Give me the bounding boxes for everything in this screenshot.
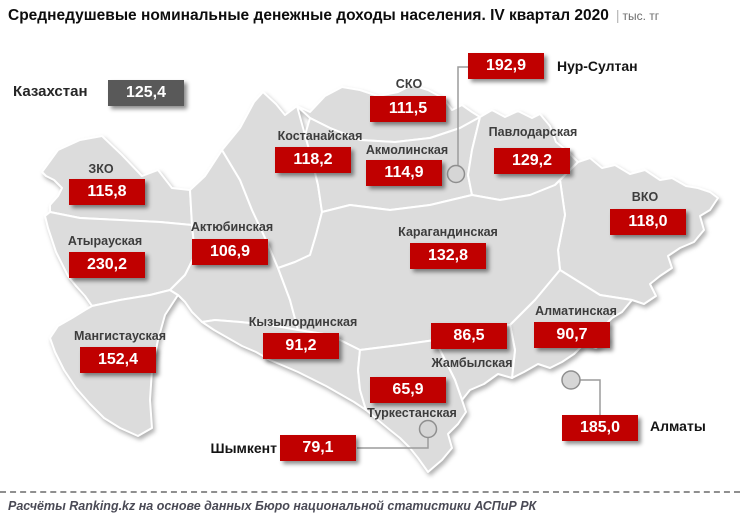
sko-value-badge: 111,5	[370, 96, 446, 122]
region-shape-turkestan	[357, 339, 467, 473]
almaty-connector	[580, 379, 601, 415]
kostanay-value-badge: 118,2	[275, 147, 351, 173]
shymkent-label: Шымкент	[210, 440, 278, 456]
vko-value-badge: 118,0	[610, 209, 686, 235]
title-unit: тыс. тг	[622, 9, 660, 23]
karaganda-label: Карагандинская	[398, 225, 498, 239]
shymkent-value-badge: 79,1	[280, 435, 356, 461]
almaty_obl-label: Алматинская	[535, 304, 617, 318]
nursultan-marker	[446, 164, 466, 184]
page-title-text: Среднедушевые номинальные денежные доход…	[8, 7, 609, 24]
nursultan-connector	[457, 66, 468, 166]
mangystau-label: Мангистауская	[73, 329, 167, 343]
mangystau-value-badge: 152,4	[80, 347, 156, 373]
country-label: Казахстан	[13, 83, 88, 100]
kostanay-label: Костанайская	[277, 129, 363, 143]
almaty-marker	[561, 370, 581, 390]
almaty_obl-value-badge: 90,7	[534, 322, 610, 348]
aktobe-label: Актюбинская	[190, 220, 274, 234]
aktobe-value-badge: 106,9	[192, 239, 268, 265]
kyzylorda-label: Кызылординская	[248, 315, 358, 329]
zko-value-badge: 115,8	[69, 179, 145, 205]
turkestan-value-badge: 65,9	[370, 377, 446, 403]
vko-label: ВКО	[631, 190, 659, 204]
nursultan-value-badge: 192,9	[468, 53, 544, 79]
kyzylorda-value-badge: 91,2	[263, 333, 339, 359]
akmola-value-badge: 114,9	[366, 160, 442, 186]
karaganda-value-badge: 132,8	[410, 243, 486, 269]
pavlodar-value-badge: 129,2	[494, 148, 570, 174]
zhambyl-value-badge: 86,5	[431, 323, 507, 349]
footer-divider	[0, 491, 740, 493]
sko-label: СКО	[395, 77, 423, 91]
almaty-value-badge: 185,0	[562, 415, 638, 441]
page-title: Среднедушевые номинальные денежные доход…	[8, 7, 659, 25]
almaty-label: Алматы	[650, 418, 706, 434]
nursultan-label: Нур-Султан	[557, 58, 638, 74]
zko-label: ЗКО	[88, 162, 114, 176]
atyrau-value-badge: 230,2	[69, 252, 145, 278]
atyrau-label: Атырауская	[67, 234, 143, 248]
turkestan-label: Туркестанская	[367, 406, 457, 420]
akmola-label: Акмолинская	[365, 143, 449, 157]
country-value-badge: 125,4	[108, 80, 184, 106]
source-note: Расчёты Ranking.kz на основе данных Бюро…	[8, 499, 537, 513]
title-separator: |	[615, 7, 620, 23]
pavlodar-label: Павлодарская	[488, 125, 578, 139]
zhambyl-label: Жамбылская	[431, 356, 513, 370]
shymkent-connector	[357, 437, 429, 449]
shymkent-marker	[418, 419, 438, 439]
